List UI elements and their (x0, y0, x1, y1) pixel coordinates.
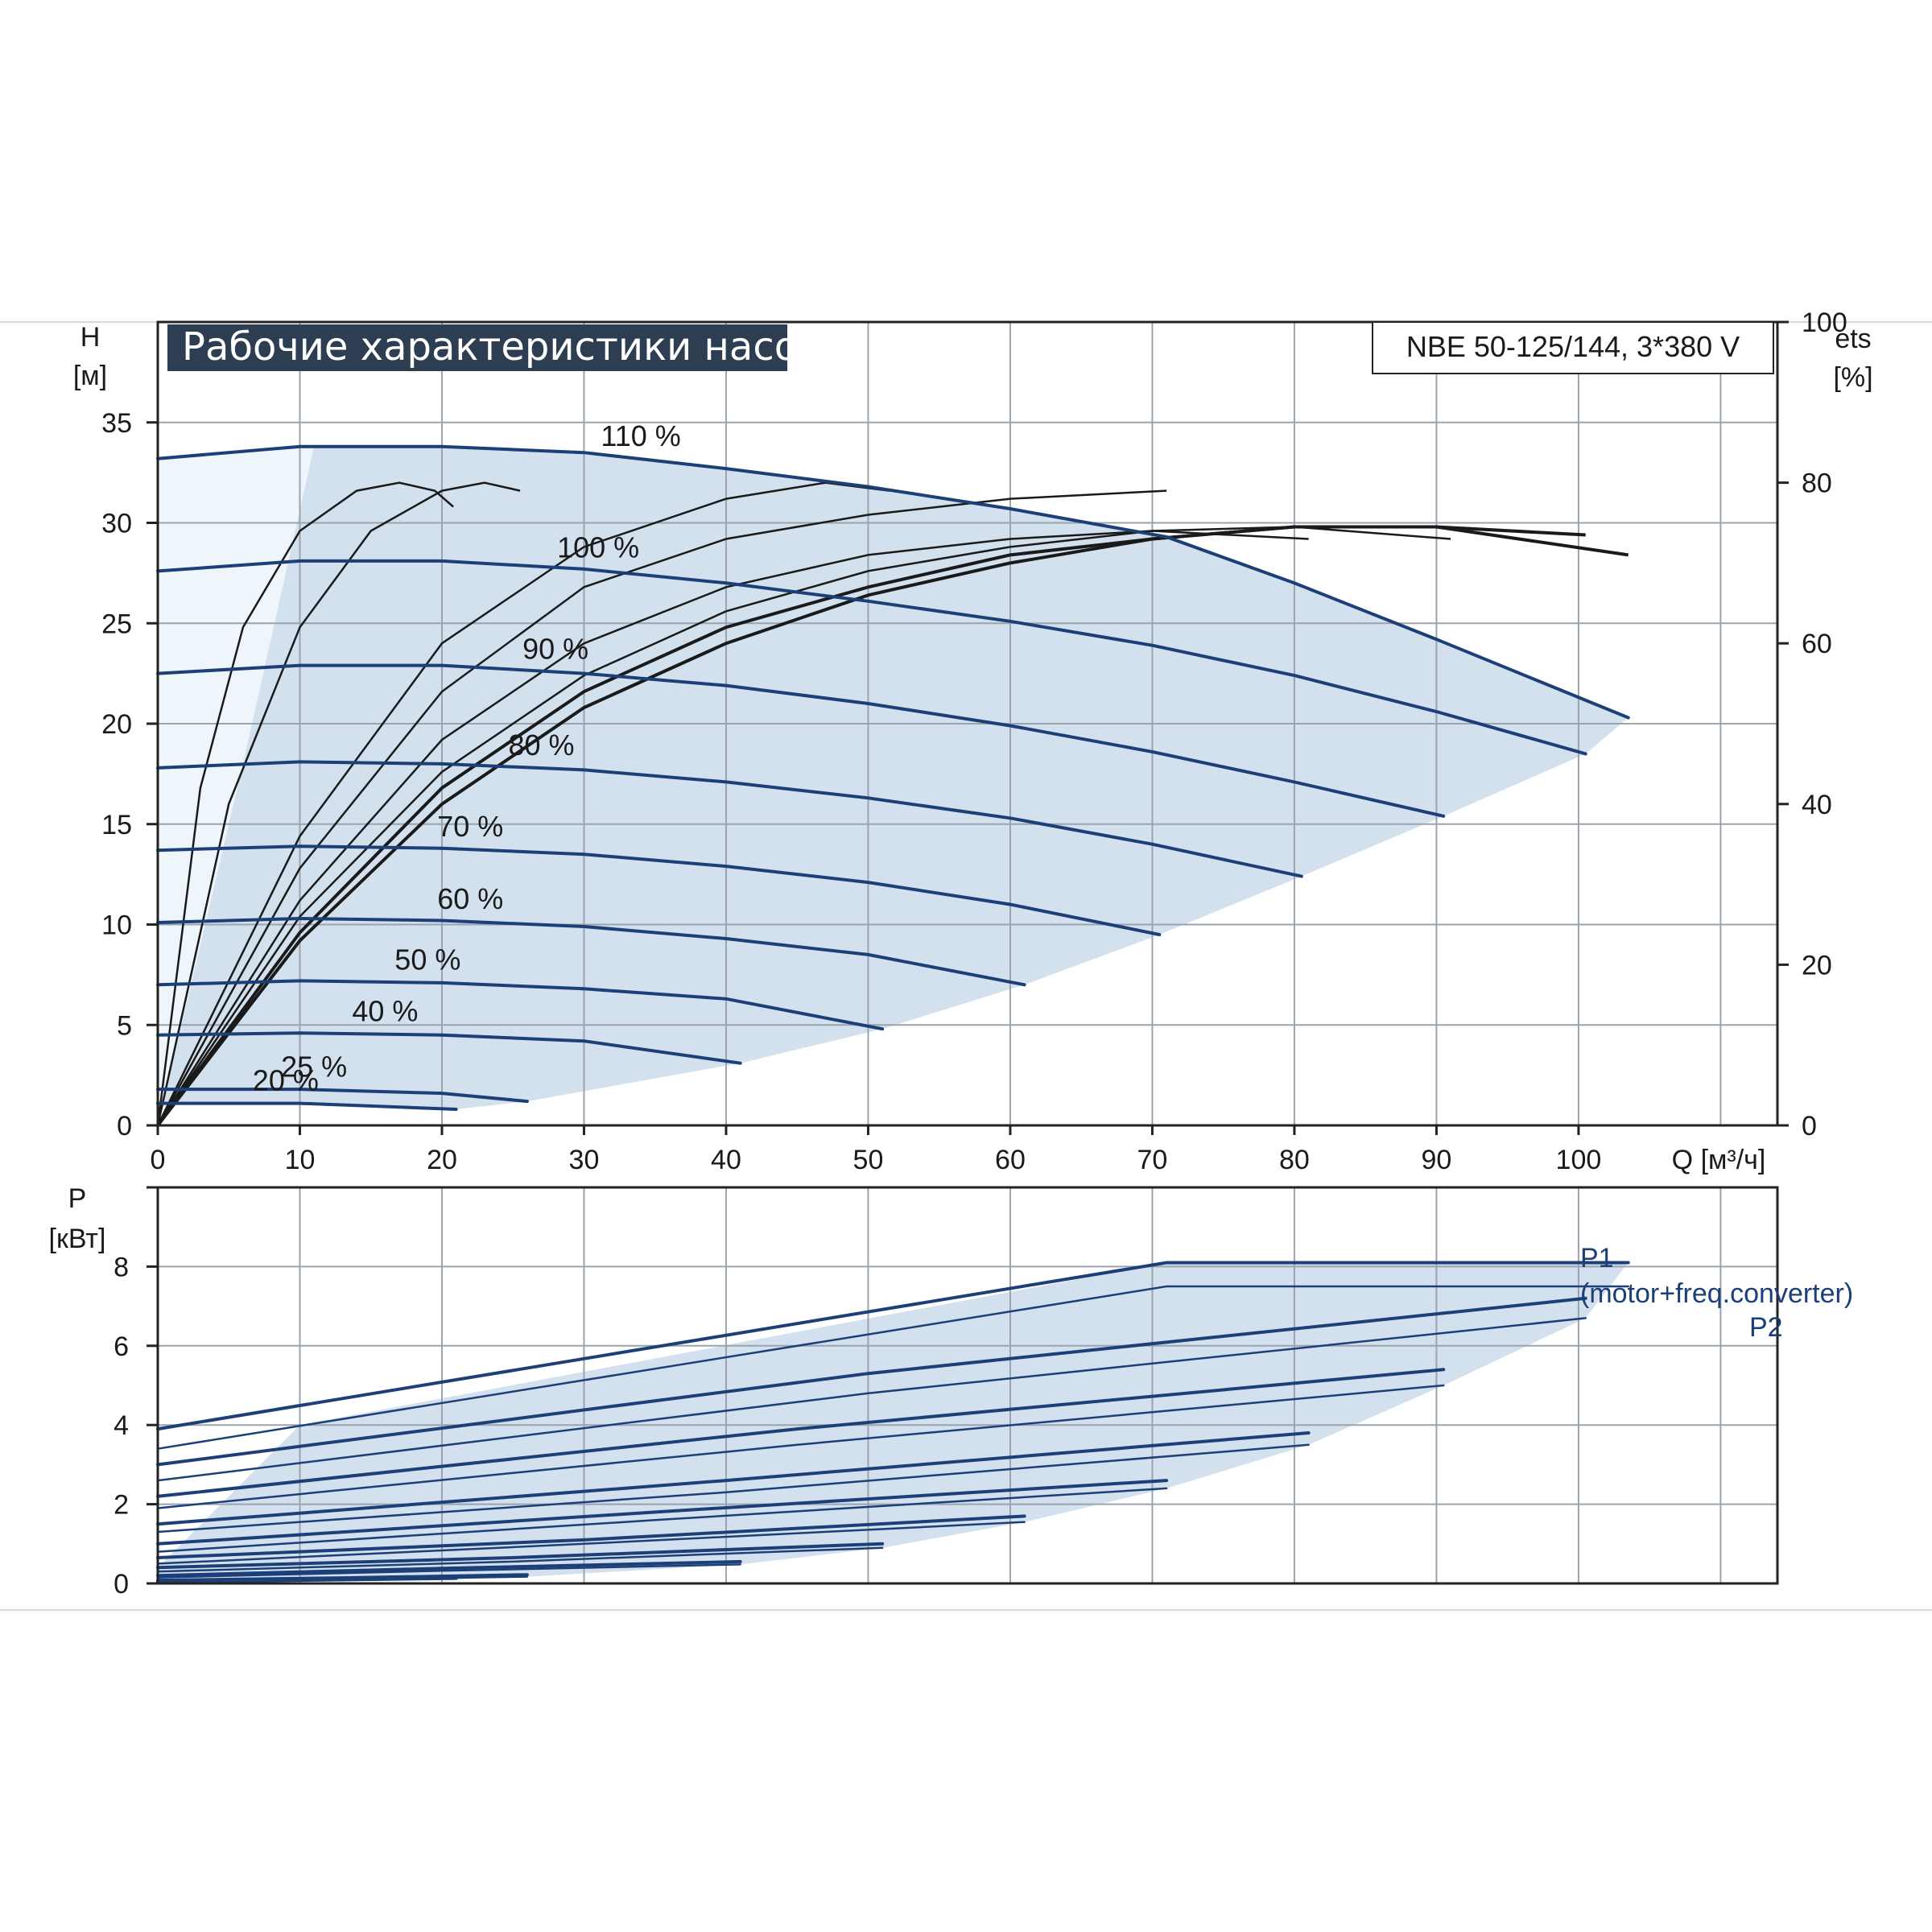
y-axis-label-unit: [м] (73, 361, 107, 391)
power-curve (156, 1563, 741, 1579)
head-curve (156, 844, 1162, 936)
curve-label: 40 % (352, 995, 418, 1028)
head-curve (156, 916, 1026, 987)
y2-tick-label: 80 (1802, 469, 1832, 499)
y2-tick-label: 60 (1802, 629, 1832, 659)
power-y-tick-label: 2 (114, 1490, 129, 1521)
y-axis-label-symbol: H (80, 322, 101, 353)
y2-tick-label: 40 (1802, 790, 1832, 820)
power-y-tick-label: 8 (114, 1252, 129, 1282)
y2-tick-label: 0 (1802, 1111, 1817, 1141)
y-tick-label: 10 (101, 910, 132, 941)
head-curve (156, 663, 1446, 818)
x-axis-label: Q [м³/ч] (1672, 1145, 1766, 1175)
x-tick-label: 0 (151, 1145, 166, 1175)
power-curve (156, 1576, 458, 1583)
curve-label: 70 % (437, 810, 503, 843)
p1-sublabel: (motor+freq.converter) (1580, 1278, 1853, 1309)
curve-label: 110 % (601, 419, 680, 452)
curve-label: 100 % (557, 531, 639, 564)
curve-label: 20 % (253, 1064, 319, 1097)
power-range-area (158, 1262, 1629, 1583)
x-tick-label: 20 (427, 1145, 457, 1175)
y-tick-label: 30 (101, 509, 132, 539)
head-curve-labels: 110 % 100 % 90 % 80 % 70 % 60 % 50 % 40 %25 %20… (253, 419, 681, 1096)
curve-label: 90 % (522, 633, 588, 666)
power-y-tick-label: 4 (114, 1410, 129, 1441)
y2-axis-label-symbol: ets (1835, 324, 1871, 354)
efficiency-curve (156, 525, 1629, 1127)
power-curve (156, 1384, 1445, 1509)
p2-label: P2 (1749, 1312, 1783, 1343)
head-chart-frame (156, 320, 1779, 1127)
head-curve (156, 760, 1303, 878)
power-curve (156, 1542, 885, 1570)
curve-label: 60 % (437, 882, 503, 915)
power-curve (156, 1261, 1630, 1431)
head-curve (156, 979, 885, 1031)
power-curve (156, 1521, 1026, 1565)
y2-tick-label: 100 (1802, 308, 1847, 338)
efficiency-curve (156, 481, 454, 1126)
power-curve (156, 1443, 1310, 1534)
head-curve (156, 559, 1587, 756)
efficiency-curve (156, 481, 521, 1126)
head-curve (156, 444, 1630, 720)
x-tick-label: 90 (1422, 1145, 1452, 1175)
power-curve (156, 1479, 1169, 1546)
y-tick-label: 35 (101, 408, 132, 439)
x-tick-label: 10 (285, 1145, 316, 1175)
y2-tick-label: 20 (1802, 950, 1832, 980)
power-y-tick-label: 6 (114, 1331, 129, 1362)
power-chart-area (158, 1262, 1629, 1583)
x-tick-label: 50 (853, 1145, 884, 1175)
x-tick-label: 100 (1556, 1145, 1602, 1175)
y-tick-label: 20 (101, 709, 132, 740)
power-curve (156, 1546, 884, 1573)
head-curve (156, 1088, 529, 1104)
power-curve (156, 1559, 742, 1578)
model-box (1372, 321, 1774, 374)
head-curves (156, 444, 1630, 1111)
power-curve (156, 1487, 1168, 1553)
x-tick-label: 30 (569, 1145, 600, 1175)
x-tick-label: 80 (1279, 1145, 1310, 1175)
model-label: NBE 50-125/144, 3*380 V (1406, 330, 1740, 363)
y-tick-label: 15 (101, 810, 132, 840)
power-chart-frame (156, 1186, 1779, 1585)
power-curve (156, 1368, 1446, 1498)
y-tick-label: 0 (117, 1111, 132, 1141)
y-tick-label: 5 (117, 1010, 132, 1041)
power-curve (156, 1573, 529, 1583)
power-y-axis-label-symbol: P (68, 1183, 87, 1214)
power-curve (156, 1285, 1629, 1450)
power-curves (156, 1261, 1630, 1583)
power-curve (156, 1296, 1587, 1467)
curve-label: 50 % (394, 943, 460, 976)
efficiency-curve (156, 489, 1167, 1126)
x-tick-label: 40 (711, 1145, 741, 1175)
y-tick-label: 25 (101, 609, 132, 639)
chart-title: Рабочие характеристики насоса (182, 324, 843, 369)
curve-label: 80 % (508, 729, 574, 762)
head-chart-ticks: 0 10 20 30 40 50 60 70 80 90 100 0 5 10 15 20 25 30 35 0 20 4… (101, 308, 1847, 1175)
power-curve (156, 1431, 1311, 1526)
power-chart-ticks: 0 2 4 6 8 (114, 1186, 158, 1600)
x-tick-label: 70 (1137, 1145, 1168, 1175)
curve-label: 25 % (281, 1051, 347, 1084)
head-curve (156, 1031, 742, 1065)
y2-axis-label-unit: [%] (1833, 362, 1872, 393)
power-curve (156, 1317, 1587, 1482)
p1-label: P1 (1580, 1243, 1614, 1274)
chart-title-background (167, 324, 787, 371)
power-y-axis-label-unit: [кВт] (49, 1224, 106, 1254)
head-curve (156, 1101, 458, 1111)
power-curve (156, 1514, 1026, 1559)
x-tick-label: 60 (995, 1145, 1026, 1175)
power-y-tick-label: 0 (114, 1569, 129, 1600)
operating-range-area (158, 446, 1629, 1109)
